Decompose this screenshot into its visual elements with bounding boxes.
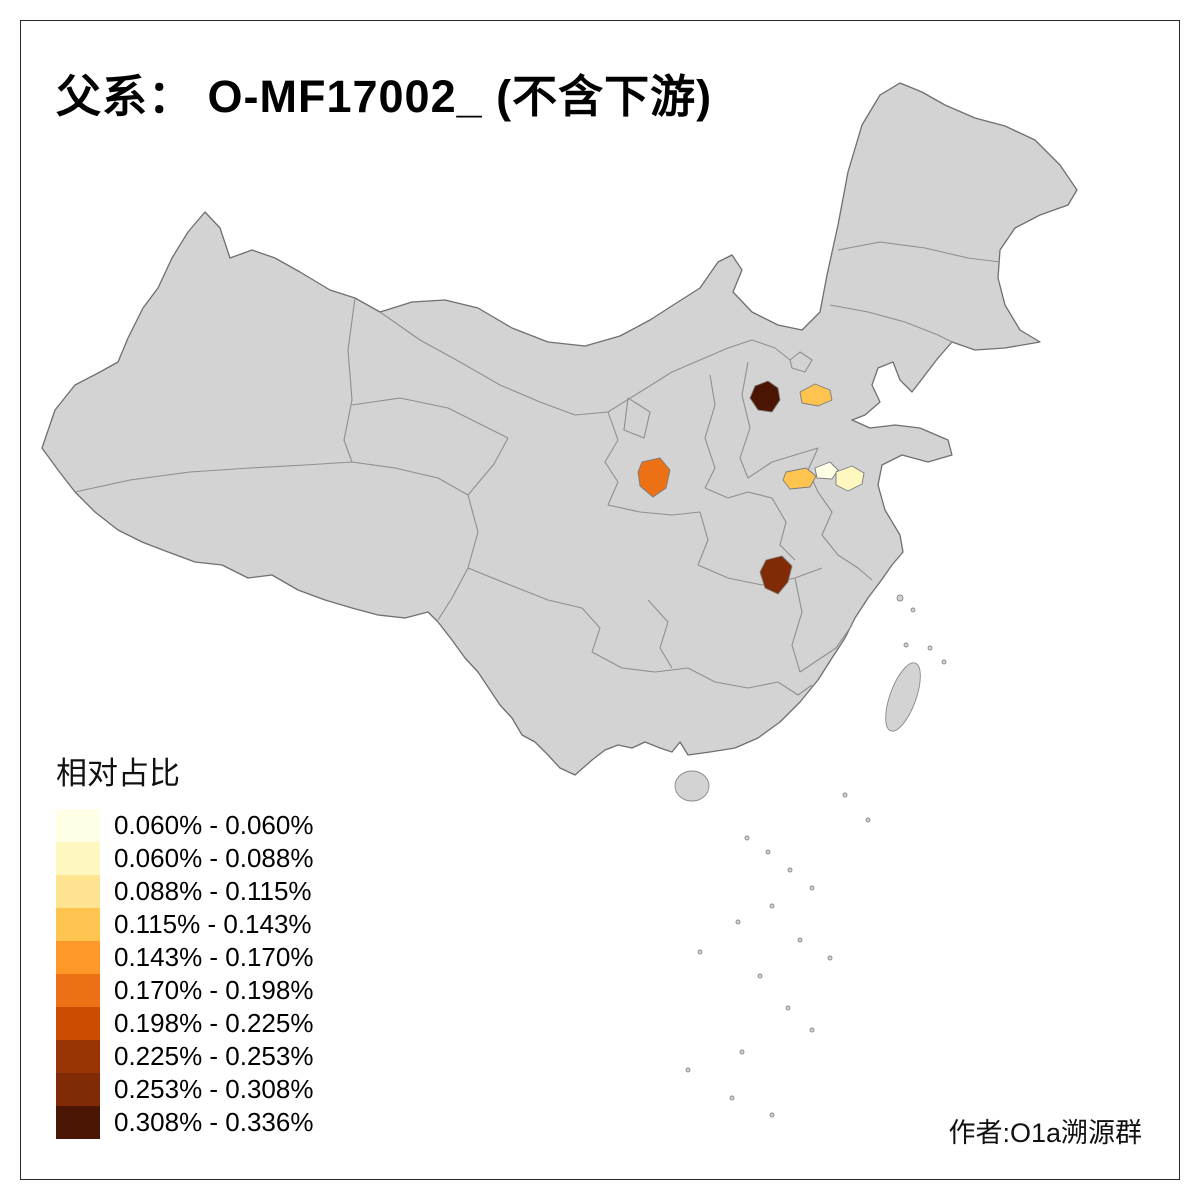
legend-title: 相对占比 bbox=[56, 756, 180, 791]
small-island bbox=[809, 1027, 815, 1033]
legend-swatch bbox=[56, 1040, 100, 1073]
legend-label: 0.253% - 0.308% bbox=[114, 1074, 314, 1104]
plot-frame bbox=[20, 20, 1180, 1180]
highlight-region-south-dark-brown bbox=[759, 555, 793, 595]
small-island bbox=[729, 1095, 735, 1101]
legend-item: 0.253% - 0.308% bbox=[56, 1073, 313, 1106]
author-credit: 作者:O1a溯源群 bbox=[948, 1118, 1142, 1148]
legend-swatch bbox=[56, 1106, 100, 1139]
small-island bbox=[865, 817, 871, 823]
highlight-region-east-palest bbox=[814, 461, 839, 480]
small-island bbox=[769, 1112, 775, 1118]
highlight-region-north-light-orange bbox=[799, 383, 833, 407]
legend-item: 0.308% - 0.336% bbox=[56, 1106, 313, 1139]
small-island bbox=[744, 835, 750, 841]
legend-item: 0.198% - 0.225% bbox=[56, 1007, 313, 1040]
legend-swatch bbox=[56, 842, 100, 875]
taiwan-island bbox=[885, 662, 921, 732]
small-island bbox=[903, 642, 909, 648]
small-island bbox=[842, 792, 848, 798]
legend-swatch bbox=[56, 875, 100, 908]
small-island bbox=[735, 919, 741, 925]
legend-label: 0.060% - 0.060% bbox=[114, 810, 314, 840]
legend-swatch bbox=[56, 809, 100, 842]
legend-swatch bbox=[56, 908, 100, 941]
legend-label: 0.115% - 0.143% bbox=[114, 909, 312, 939]
mainland-outline bbox=[41, 82, 1078, 776]
small-island bbox=[896, 594, 904, 602]
legend-label: 0.308% - 0.336% bbox=[114, 1107, 314, 1137]
legend-label: 0.225% - 0.253% bbox=[114, 1041, 314, 1071]
legend-item: 0.060% - 0.060% bbox=[56, 809, 313, 842]
legend-label: 0.060% - 0.088% bbox=[114, 843, 314, 873]
legend-item: 0.060% - 0.088% bbox=[56, 842, 313, 875]
legend-item: 0.088% - 0.115% bbox=[56, 875, 313, 908]
legend: 相对占比 0.060% - 0.060% 0.060% - 0.088% 0.0… bbox=[56, 748, 313, 1139]
legend-item: 0.143% - 0.170% bbox=[56, 941, 313, 974]
small-island bbox=[697, 949, 703, 955]
legend-swatch bbox=[56, 1007, 100, 1040]
small-island bbox=[927, 645, 933, 651]
small-island bbox=[827, 955, 833, 961]
small-island bbox=[797, 937, 803, 943]
small-islands bbox=[685, 594, 947, 1118]
legend-label: 0.088% - 0.115% bbox=[114, 876, 312, 906]
highlight-regions bbox=[637, 380, 865, 595]
legend-item: 0.115% - 0.143% bbox=[56, 908, 313, 941]
small-island bbox=[910, 607, 916, 613]
small-island bbox=[785, 1005, 791, 1011]
legend-swatch bbox=[56, 974, 100, 1007]
legend-label: 0.198% - 0.225% bbox=[114, 1008, 314, 1038]
small-island bbox=[757, 973, 763, 979]
small-island bbox=[765, 849, 771, 855]
highlight-region-central-orange bbox=[637, 457, 671, 498]
legend-label: 0.143% - 0.170% bbox=[114, 942, 314, 972]
hainan-island bbox=[674, 770, 710, 802]
legend-item: 0.170% - 0.198% bbox=[56, 974, 313, 1007]
small-island bbox=[941, 659, 947, 665]
legend-swatch bbox=[56, 1073, 100, 1106]
small-island bbox=[769, 903, 775, 909]
legend-label: 0.170% - 0.198% bbox=[114, 975, 314, 1005]
small-island bbox=[809, 885, 815, 891]
legend-item: 0.225% - 0.253% bbox=[56, 1040, 313, 1073]
small-island bbox=[739, 1049, 745, 1055]
highlight-region-east-light-orange bbox=[782, 467, 817, 490]
page-title: 父系： O-MF17002_ (不含下游) bbox=[56, 71, 713, 122]
small-island bbox=[787, 867, 793, 873]
highlight-region-east-cream bbox=[835, 465, 865, 492]
small-island bbox=[685, 1067, 691, 1073]
legend-swatch bbox=[56, 941, 100, 974]
highlight-region-north-darkest bbox=[749, 380, 781, 413]
